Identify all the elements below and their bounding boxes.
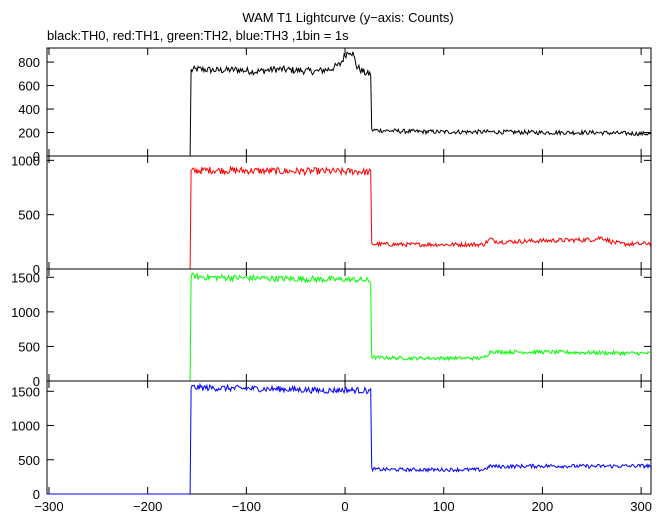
series-line-th1 [47, 165, 652, 270]
chart-subtitle: black:TH0, red:TH1, green:TH2, blue:TH3 … [47, 28, 349, 43]
panel-frame [46, 380, 652, 495]
y-tick-label: 600 [18, 79, 40, 94]
panel-frame [46, 268, 652, 382]
y-tick-label: 1000 [11, 305, 40, 320]
x-tick-label: −200 [133, 499, 162, 514]
panel-th3: 0 500 1000 1500 −300 −200 −100 0 100 200 300 [11, 380, 652, 514]
series-line-th2 [47, 272, 651, 382]
y-tick-label: 500 [18, 339, 40, 354]
y-tick-label: 0 [33, 487, 40, 502]
panel-th1: 0 500 1000 [11, 153, 652, 277]
series-line-th3 [47, 382, 652, 495]
y-tick-label: 500 [18, 453, 40, 468]
x-tick-label: 300 [630, 499, 652, 514]
y-tick-label: 800 [18, 55, 40, 70]
y-tick-label: 200 [18, 126, 40, 141]
y-tick-label: 1000 [11, 153, 40, 168]
y-tick-label: 0 [33, 374, 40, 389]
x-tick-label: −100 [232, 499, 261, 514]
panel-th0: 0 200 400 600 800 [18, 47, 652, 164]
x-tick-label: 0 [341, 499, 348, 514]
x-tick-label: 100 [433, 499, 455, 514]
y-tick-label: 0 [33, 262, 40, 277]
y-tick-label: 500 [18, 208, 40, 223]
series-line-th0 [47, 51, 652, 157]
panels-group: 0200400600800050010000500100015000500100… [11, 47, 652, 514]
panel-frame [46, 47, 652, 157]
y-tick-label: 0 [33, 149, 40, 164]
y-tick-label: 400 [18, 102, 40, 117]
panel-frame [46, 155, 652, 270]
panel-th2: 0 500 1000 1500 [11, 268, 652, 389]
x-tick-label: 200 [532, 499, 554, 514]
y-tick-label: 1000 [11, 419, 40, 434]
x-tick-label: −300 [34, 499, 63, 514]
y-tick-label: 1500 [11, 384, 40, 399]
chart-title: WAM T1 Lightcurve (y−axis: Counts) [242, 10, 453, 25]
y-tick-label: 1500 [11, 270, 40, 285]
